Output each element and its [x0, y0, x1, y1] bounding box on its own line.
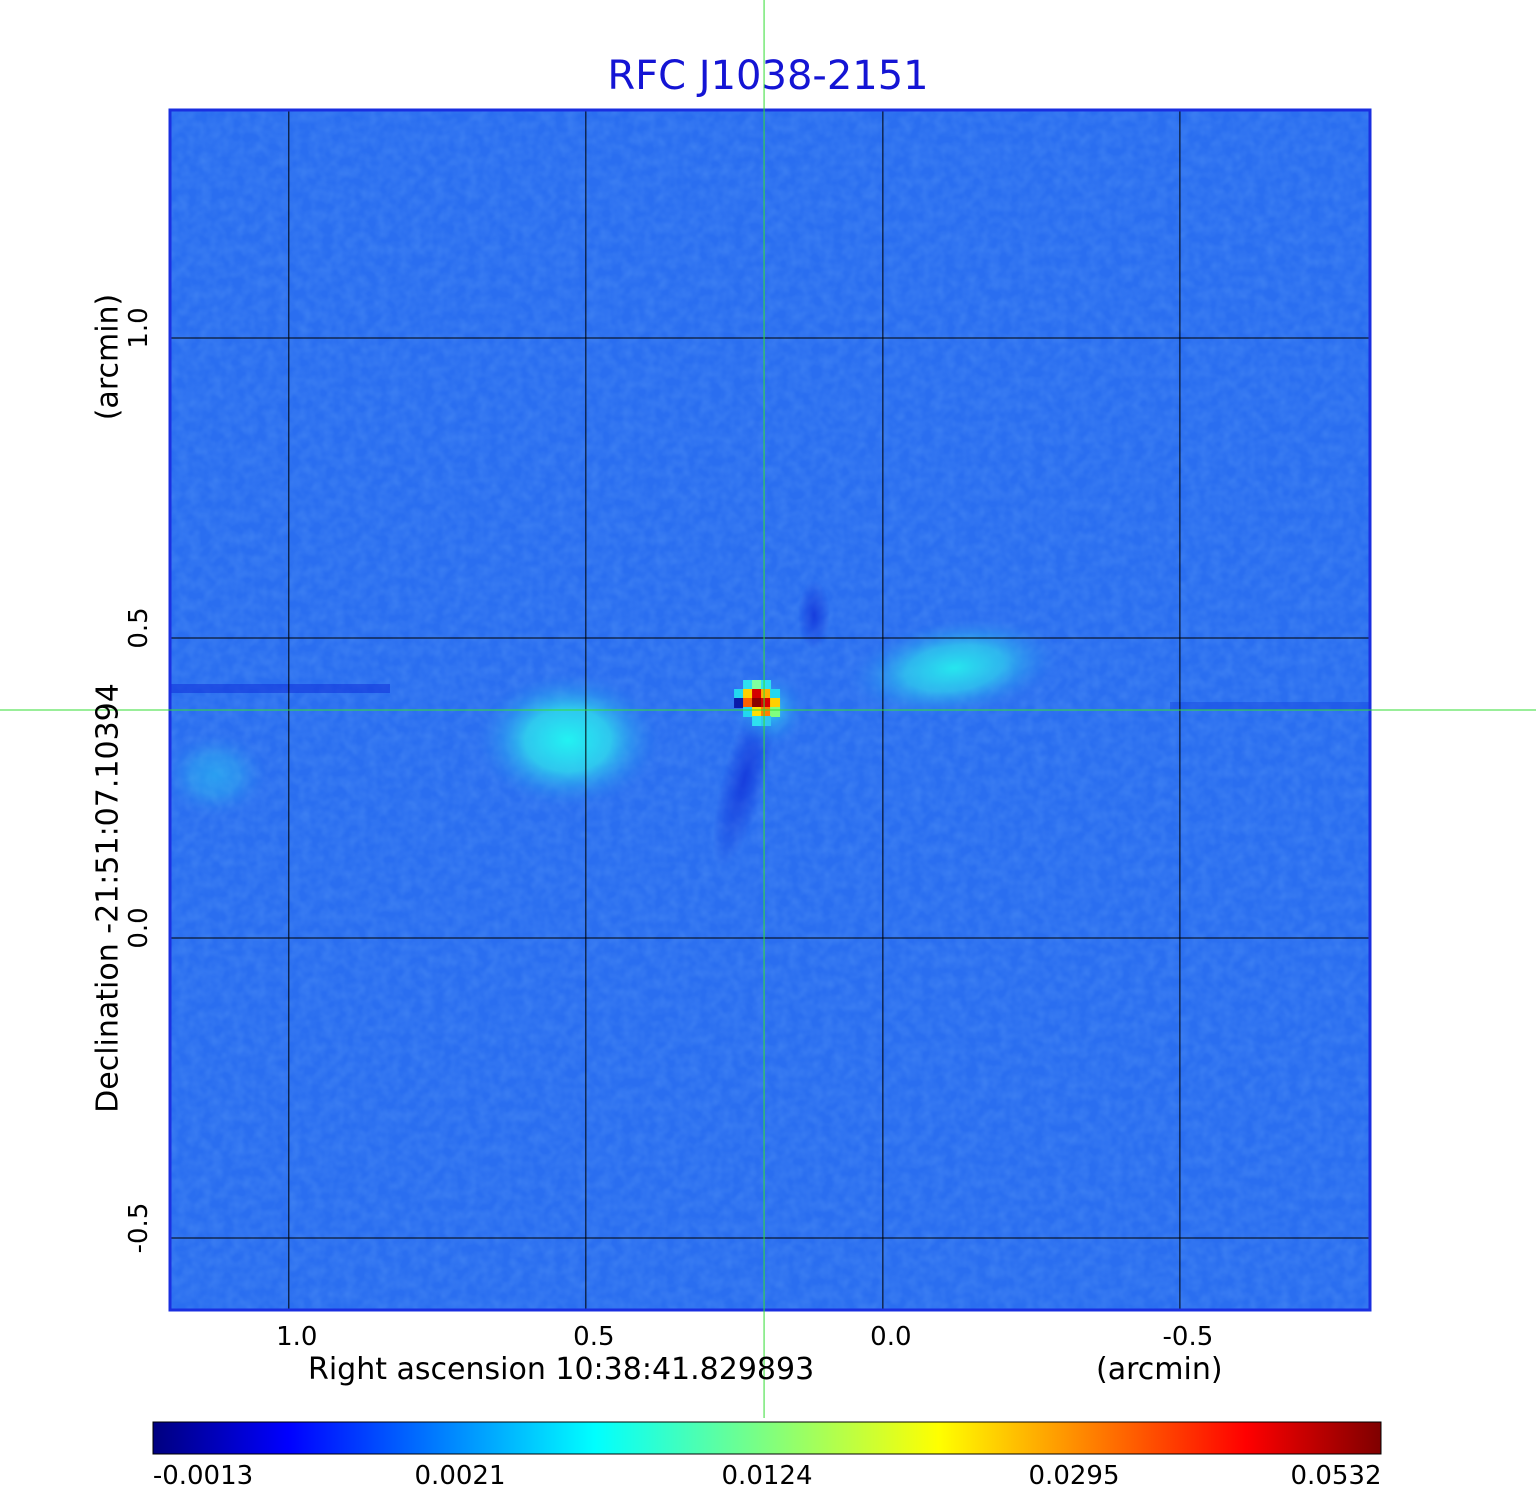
lobe-west	[845, 616, 1064, 720]
y-tick-label: 0.0	[124, 907, 154, 949]
lobe-east	[473, 670, 664, 810]
negative-stripe-west	[1170, 702, 1370, 710]
y-axis-unit: (arcmin)	[90, 293, 126, 421]
x-axis-unit: (arcmin)	[1096, 1352, 1223, 1387]
colorbar-tick-label: 0.0124	[721, 1461, 813, 1491]
core-pixel-16	[770, 707, 781, 717]
core-pixel-11	[761, 698, 772, 708]
colorbar-tick-label: 0.0295	[1028, 1461, 1120, 1491]
x-tick-label: 1.0	[276, 1322, 318, 1352]
colorbar-tick-label: 0.0021	[414, 1461, 506, 1491]
core-pixel-17	[752, 716, 763, 726]
y-tick-label: 1.0	[124, 307, 154, 349]
core-pixel-12	[770, 698, 781, 708]
x-axis-label: Right ascension 10:38:41.829893	[308, 1352, 815, 1387]
core-pixel-14	[752, 707, 763, 717]
x-tick-label: 0.5	[573, 1322, 615, 1352]
core-pixel-7	[770, 689, 781, 699]
core-pixel-1	[752, 680, 763, 690]
crosshair	[0, 0, 1536, 1418]
negative-stripe-east	[170, 684, 390, 693]
core-pixel-4	[743, 689, 754, 699]
core-pixel-9	[743, 698, 754, 708]
y-tick-label: -0.5	[124, 1202, 154, 1254]
colorbar-tick-label: 0.0532	[1290, 1461, 1382, 1491]
faint-blob-east-edge	[170, 730, 270, 820]
core-pixel-8	[734, 698, 745, 708]
core-pixel-3	[734, 689, 745, 699]
y-axis-label: Declination -21:51:07.10394	[90, 683, 126, 1113]
core-pixel-18	[761, 716, 772, 726]
x-tick-label: -0.5	[1162, 1322, 1214, 1352]
core-pixel-13	[743, 707, 754, 717]
core-pixel-0	[743, 680, 754, 690]
core-pixel-6	[761, 689, 772, 699]
core-pixel-15	[761, 707, 772, 717]
chart-title: RFC J1038-2151	[607, 53, 929, 99]
colorbar	[152, 1421, 1382, 1455]
negative-blob-north	[798, 580, 831, 650]
x-tick-label: 0.0	[870, 1322, 912, 1352]
y-tick-label: 0.5	[124, 607, 154, 649]
core-pixel-2	[761, 680, 772, 690]
core-pixel-5	[752, 689, 763, 699]
colorbar-tick-label: -0.0013	[152, 1461, 254, 1491]
core-pixel-10	[752, 698, 763, 708]
